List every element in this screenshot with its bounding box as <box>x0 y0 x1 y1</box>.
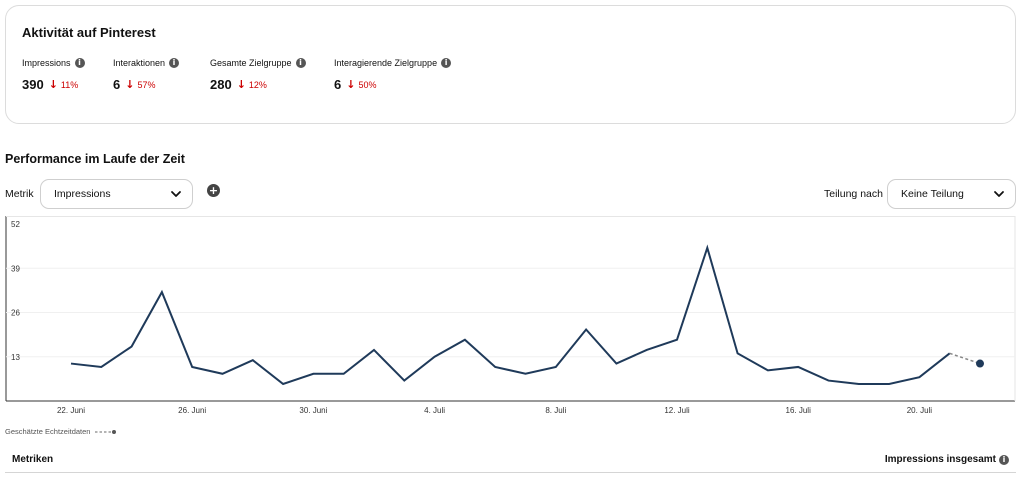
metric-impressions: Impressions i 390 ↓ 11% <box>22 57 85 92</box>
chevron-down-icon <box>994 191 1004 197</box>
delta-value: 57% <box>137 79 156 90</box>
arrow-down-icon: ↓ <box>48 78 58 91</box>
y-tick-label: 39 <box>11 264 20 273</box>
metric-label: Interaktionen <box>113 58 166 68</box>
y-tick-label: 52 <box>11 220 20 229</box>
activity-card: Aktivität auf Pinterest Impressions i 39… <box>5 5 1016 124</box>
metric-select[interactable]: Impressions <box>40 179 193 209</box>
dashed-line-icon <box>95 429 117 434</box>
info-icon[interactable]: i <box>441 58 452 68</box>
metric-select-label: Metrik <box>5 188 34 200</box>
metric-value: 280 <box>210 77 232 92</box>
metric-delta: ↓ 11% <box>49 79 79 90</box>
metric-interagierende-zielgruppe: Interagierende Zielgruppe i 6 ↓ 50% <box>334 57 452 92</box>
performance-chart: 13 26 39 52 22. Juni 26. Juni 30. Juni 4. Juli 8… <box>5 216 1016 421</box>
x-tick-label: 8. Juli <box>545 406 566 415</box>
estimated-series-line <box>949 352 981 365</box>
arrow-down-icon: ↓ <box>346 78 356 91</box>
y-tick-label: 13 <box>11 353 20 362</box>
realtime-legend: Geschätzte Echtzeitdaten <box>5 427 118 436</box>
metrics-header: Metriken <box>12 454 54 465</box>
x-tick-label: 16. Juli <box>786 406 812 415</box>
metric-gesamte-zielgruppe: Gesamte Zielgruppe i 280 ↓ 12% <box>210 57 306 92</box>
x-tick-label: 12. Juli <box>664 406 690 415</box>
performance-title: Performance im Laufe der Zeit <box>5 152 185 166</box>
x-tick-label: 20. Juli <box>907 406 933 415</box>
metric-delta: ↓ 50% <box>346 79 376 90</box>
info-icon[interactable]: i <box>74 58 85 68</box>
y-tick-label: 26 <box>11 309 20 318</box>
last-data-point <box>976 359 984 368</box>
metric-label: Gesamte Zielgruppe <box>210 58 292 68</box>
split-select-value: Keine Teilung <box>901 188 964 200</box>
info-icon[interactable]: i <box>295 58 306 68</box>
x-tick-label: 30. Juni <box>299 406 327 415</box>
chevron-down-icon <box>171 191 181 197</box>
x-tick-label: 26. Juni <box>178 406 206 415</box>
arrow-down-icon: ↓ <box>125 78 135 91</box>
metric-value: 390 <box>22 77 44 92</box>
split-select-label: Teilung nach <box>824 188 883 200</box>
metric-value: 6 <box>334 77 342 92</box>
metric-interaktionen: Interaktionen i 6 ↓ 57% <box>113 57 180 92</box>
realtime-legend-label: Geschätzte Echtzeitdaten <box>5 427 91 436</box>
metric-delta: ↓ 12% <box>237 79 267 90</box>
metric-select-value: Impressions <box>54 188 111 200</box>
delta-value: 11% <box>60 79 79 90</box>
total-impressions-header: Impressions insgesamt i <box>885 454 1009 465</box>
arrow-down-icon: ↓ <box>236 78 246 91</box>
total-impressions-label: Impressions insgesamt <box>884 454 996 465</box>
metric-label: Interagierende Zielgruppe <box>334 58 438 68</box>
x-tick-label: 4. Juli <box>424 406 445 415</box>
info-icon[interactable]: i <box>999 454 1009 465</box>
line-chart: 13 26 39 52 22. Juni 26. Juni 30. Juni 4. Juli 8… <box>5 216 1016 415</box>
metric-value: 6 <box>113 77 121 92</box>
add-metric-button[interactable]: + <box>207 184 220 197</box>
split-select[interactable]: Keine Teilung <box>887 179 1016 209</box>
x-tick-label: 22. Juni <box>57 406 85 415</box>
series-line <box>70 244 951 386</box>
delta-value: 12% <box>248 79 267 90</box>
delta-value: 50% <box>358 79 377 90</box>
metric-delta: ↓ 57% <box>125 79 155 90</box>
metrics-table-header: Metriken Impressions insgesamt i <box>5 446 1016 473</box>
info-icon[interactable]: i <box>169 58 180 68</box>
activity-title: Aktivität auf Pinterest <box>22 25 156 40</box>
metric-label: Impressions <box>22 58 71 68</box>
